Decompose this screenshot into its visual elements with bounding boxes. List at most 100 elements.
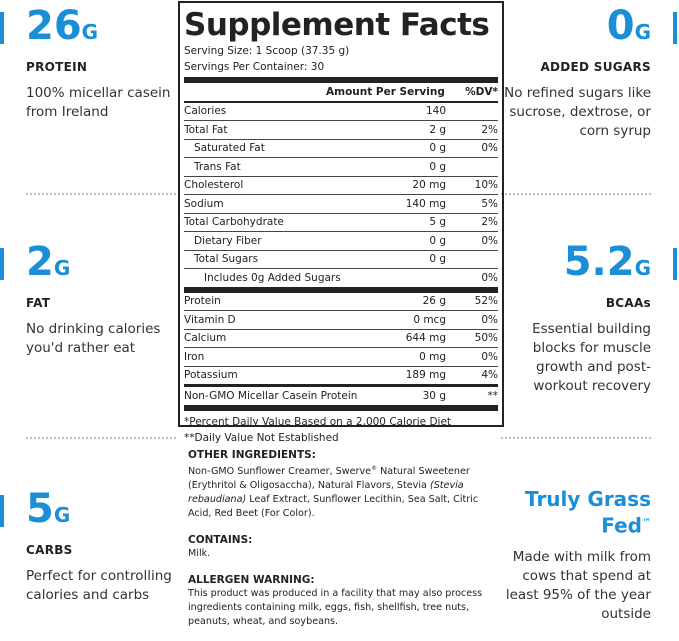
facts-row: Non-GMO Micellar Casein Protein 30 g ** <box>184 387 498 405</box>
amount: 26 g <box>422 295 446 308</box>
facts-row: Saturated Fat 0 g 0% <box>184 138 498 158</box>
callout: 2G FAT No drinking calories you'd rather e… <box>26 240 186 358</box>
facts-row: Total Sugars 0 g <box>184 249 498 269</box>
unit: G <box>634 256 651 280</box>
nutrient: Includes 0g Added Sugars <box>204 271 341 284</box>
callout-label: CARBS <box>26 543 73 557</box>
daily-value: 2% <box>481 216 498 229</box>
servings: Servings Per Container: 30 <box>184 59 498 83</box>
ingredient-part: (Stevia rebaudiana) <box>188 480 464 506</box>
callout-label: PROTEIN <box>26 60 88 74</box>
left-column: 26 G PROTEIN 100% micellar casein from Irel… <box>0 0 176 631</box>
unit: G <box>53 503 71 527</box>
amount: 644 mg <box>405 332 446 345</box>
callout: 5.2G BCAAs Essential building blocks for m… <box>491 240 651 396</box>
ingredient-part: Natural Sweetener (Erythritol & Oligosac… <box>188 466 470 492</box>
value: 5 <box>26 486 54 532</box>
callout: 26G PROTEIN 100% micellar casein from Irel… <box>26 4 186 122</box>
callout: Truly Grass Fed™ Made with milk from cows… <box>491 487 651 624</box>
supplement-facts: Supplement Facts Serving Size: 1 Scoop (… <box>178 1 504 444</box>
daily-value: 0% <box>481 271 498 284</box>
amount: 0 g <box>429 253 446 266</box>
facts-row: Total Carbohydrate 5 g 2% <box>184 212 498 232</box>
ingredient-part: Non-GMO Sunflower Creamer, Swerve <box>188 466 372 478</box>
daily-value: 10% <box>474 179 498 192</box>
header-dv: %DV* <box>465 85 498 98</box>
ingredients: OTHER INGREDIENTS: Non-GMO Sunflower Cre… <box>188 448 488 641</box>
amount: 140 mg <box>405 197 446 210</box>
facts-row: Cholesterol 20 mg 10% <box>184 175 498 195</box>
amount: 0 mg <box>419 350 446 363</box>
contains-text: Milk. <box>188 548 211 560</box>
footnotes: *Percent Daily Value Based on a 2,000 Ca… <box>184 404 498 446</box>
value: 2 <box>26 239 54 285</box>
separator <box>501 437 651 439</box>
amount: 189 mg <box>405 369 446 382</box>
value: 0 <box>606 3 635 49</box>
value: 26 <box>26 3 82 49</box>
facts-row: Total Fat 2 g 2% <box>184 120 498 139</box>
allergen-text: This product was produced in a facility … <box>188 588 483 628</box>
separator <box>501 193 651 195</box>
callout-label: ADDED SUGARS <box>540 60 651 74</box>
callout-label: BCAAs <box>605 296 651 310</box>
heading: CONTAINS: <box>188 534 253 547</box>
value: 5.2 <box>563 239 635 285</box>
heading: OTHER INGREDIENTS: <box>188 449 316 461</box>
callout-text: Perfect for controlling calories and car… <box>26 568 172 603</box>
callout-text: No refined sugars like sucrose, dextrose… <box>504 85 651 139</box>
trademark: ™ <box>642 518 651 528</box>
nutrient: Vitamin D <box>184 313 236 326</box>
daily-value: 0% <box>481 234 498 247</box>
nutrient: Total Sugars <box>194 253 259 266</box>
amount: 5 g <box>429 216 446 229</box>
accent-bar <box>0 12 4 44</box>
amount: 0 g <box>429 142 446 155</box>
facts-row: Dietary Fiber 0 g 0% <box>184 231 498 250</box>
nutrient: Cholesterol <box>184 179 244 192</box>
amount: 2 g <box>429 123 446 136</box>
nutrient: Total Carbohydrate <box>184 216 284 229</box>
ingredient-part: Leaf Extract, Sunflower Lecithin, Sea Sa… <box>188 494 479 520</box>
facts-row: Vitamin D 0 mcg 0% <box>184 310 498 329</box>
nutrient: Trans Fat <box>194 160 241 173</box>
divider <box>184 286 498 293</box>
daily-value: 52% <box>474 295 498 308</box>
big-number: 0G <box>491 4 651 54</box>
unit: G <box>53 256 71 280</box>
daily-value: 0% <box>481 350 498 363</box>
divider <box>184 384 498 387</box>
ingredient-part: ® <box>371 465 378 472</box>
unit: G <box>634 20 651 44</box>
facts-title: Supplement Facts <box>184 7 490 43</box>
amount: 0 g <box>429 160 446 173</box>
nutrient: Calcium <box>184 332 227 345</box>
facts-row: Protein 26 g 52% <box>184 293 498 311</box>
big-number: 5.2G <box>491 240 651 290</box>
facts-row: Iron 0 mg 0% <box>184 347 498 366</box>
heading: ALLERGEN WARNING: <box>188 574 315 587</box>
callout-text: 100% micellar casein from Ireland <box>26 85 171 120</box>
nutrient: Iron <box>184 350 205 363</box>
accent-bar <box>0 495 4 527</box>
serving-size: Serving Size: 1 Scoop (37.35 g) <box>184 45 350 57</box>
amount: 0 mcg <box>413 313 446 326</box>
amount: 0 g <box>429 234 446 247</box>
nutrient: Potassium <box>184 369 238 382</box>
amount: 20 mg <box>412 179 446 192</box>
big-number: 2G <box>26 240 186 290</box>
facts-row: Calcium 644 mg 50% <box>184 328 498 348</box>
callout-title: Truly Grass Fed™ <box>481 487 651 538</box>
nutrient: Dietary Fiber <box>194 234 262 247</box>
daily-value: 2% <box>481 123 498 136</box>
right-column: 0G ADDED SUGARS No refined sugars like suc… <box>501 0 677 631</box>
nutrient: Calories <box>184 105 227 118</box>
nutrient: Non-GMO Micellar Casein Protein <box>184 389 358 402</box>
daily-value: 0% <box>481 313 498 326</box>
daily-value: 50% <box>474 332 498 345</box>
callout-text: Made with milk from cows that spend at l… <box>505 548 651 622</box>
callout: 0G ADDED SUGARS No refined sugars like suc… <box>491 4 651 141</box>
daily-value: 4% <box>481 369 498 382</box>
nutrient: Saturated Fat <box>194 142 265 155</box>
